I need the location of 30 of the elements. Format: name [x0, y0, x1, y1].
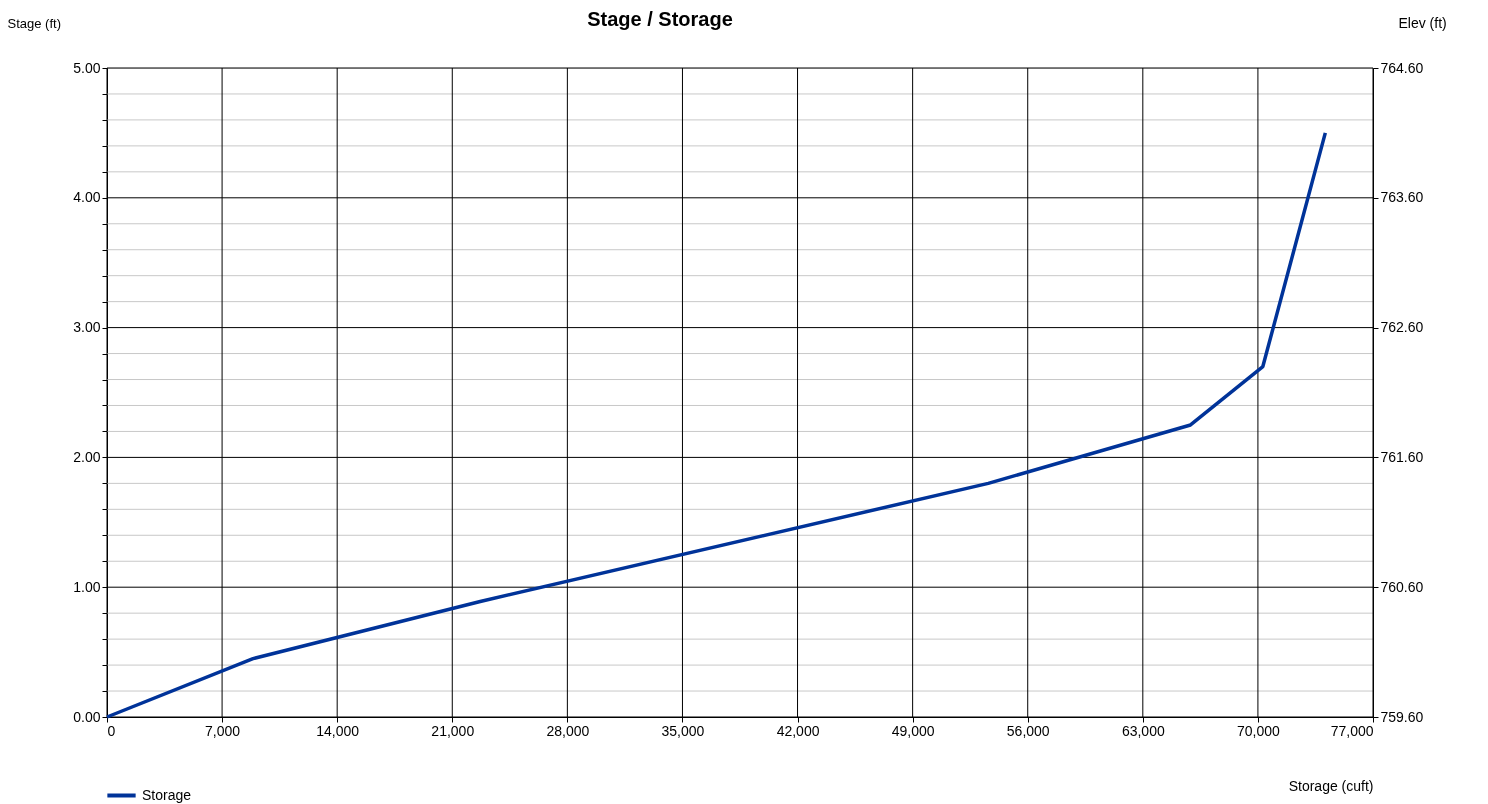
x-tick-label: 56,000: [1006, 722, 1050, 739]
y2-tick-label: 759.60: [1380, 708, 1424, 725]
x-tick-label: 49,000: [891, 722, 935, 739]
x-tick-label: 21,000: [431, 722, 475, 739]
x-axis-title: Storage (cuft): [1288, 777, 1374, 794]
y-tick-label: 0.00: [73, 708, 101, 725]
x-tick-label: 70,000: [1236, 722, 1281, 739]
y2-tick-label: 764.60: [1380, 59, 1424, 76]
y-tick-label: 5.00: [73, 59, 101, 76]
x-tick-label: 0: [107, 722, 116, 739]
y2-tick-label: 760.60: [1380, 578, 1424, 595]
y-tick-label: 4.00: [73, 189, 101, 206]
y-tick-label: 1.00: [73, 578, 101, 595]
chart-title: Stage / Storage: [587, 8, 733, 30]
y2-tick-label: 763.60: [1380, 189, 1424, 206]
y-tick-label: 2.00: [73, 448, 101, 465]
x-tick-label: 63,000: [1121, 722, 1165, 739]
x-tick-label: 7,000: [205, 722, 241, 739]
y-tick-label: 3.00: [73, 319, 101, 336]
y2-tick-label: 761.60: [1380, 448, 1424, 465]
y2-tick-label: 762.60: [1380, 319, 1424, 336]
legend-label: Storage: [142, 786, 192, 803]
x-tick-label: 28,000: [546, 722, 590, 739]
x-tick-label: 14,000: [316, 722, 360, 739]
x-tick-label: 77,000: [1330, 722, 1374, 739]
line-series: [105, 131, 1328, 719]
y-axis-title: Stage (ft): [7, 15, 61, 31]
x-tick-label: 35,000: [661, 722, 705, 739]
y2-axis-title: Elev (ft): [1398, 14, 1447, 31]
x-tick-label: 42,000: [776, 722, 820, 739]
